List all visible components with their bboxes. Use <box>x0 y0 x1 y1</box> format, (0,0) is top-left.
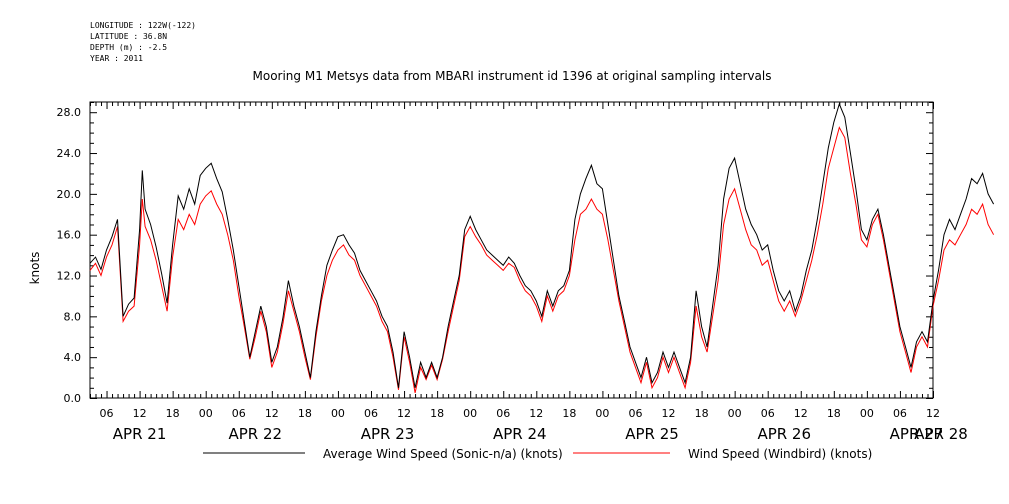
x-hour-label: 12 <box>397 407 411 420</box>
x-hour-label: 18 <box>695 407 709 420</box>
y-tick-label: 20.0 <box>57 188 82 201</box>
y-axis-label: knots <box>28 252 42 285</box>
x-hour-label: 18 <box>562 407 576 420</box>
x-hour-label: 06 <box>496 407 510 420</box>
x-hour-label: 06 <box>893 407 907 420</box>
x-hour-label: 00 <box>331 407 345 420</box>
y-tick-label: 24.0 <box>57 147 82 160</box>
depth-text: DEPTH (m) : -2.5 <box>90 43 168 52</box>
x-hour-label: 06 <box>364 407 378 420</box>
x-day-label: APR 24 <box>493 425 547 443</box>
x-hour-label: 18 <box>430 407 444 420</box>
series-line-windbird-wind-speed <box>89 126 995 394</box>
y-tick-label: 16.0 <box>57 229 82 242</box>
x-hour-label: 12 <box>529 407 543 420</box>
plot-frame <box>89 101 934 399</box>
y-tick-label: 8.0 <box>64 310 82 323</box>
x-hour-label: 06 <box>628 407 642 420</box>
latitude-text: LATITUDE : 36.8N <box>90 32 168 41</box>
x-hour-label: 12 <box>926 407 940 420</box>
x-day-label: APR 21 <box>113 425 167 443</box>
longitude-text: LONGITUDE : 122W(-122) <box>90 21 196 30</box>
x-hour-label: 12 <box>794 407 808 420</box>
x-hour-label: 06 <box>232 407 246 420</box>
y-tick-label: 12.0 <box>57 270 82 283</box>
metadata-block: LONGITUDE : 122W(-122) LATITUDE : 36.8N … <box>90 20 196 64</box>
year-text: YEAR : 2011 <box>90 54 143 63</box>
x-hour-label: 12 <box>662 407 676 420</box>
legend: Average Wind Speed (Sonic-n/a) (knots) W… <box>203 447 872 461</box>
series-line-average-wind-speed <box>89 102 995 388</box>
legend-label-average: Average Wind Speed (Sonic-n/a) (knots) <box>323 447 563 461</box>
legend-label-windbird: Wind Speed (Windbird) (knots) <box>688 447 872 461</box>
x-hour-label: 00 <box>199 407 213 420</box>
x-day-label: APR 27 <box>890 425 944 443</box>
x-hour-label: 00 <box>463 407 477 420</box>
x-day-label: APR 26 <box>757 425 811 443</box>
y-tick-label: 0.0 <box>64 392 82 405</box>
chart-title: Mooring M1 Metsys data from MBARI instru… <box>253 69 772 83</box>
x-day-label: APR 25 <box>625 425 679 443</box>
x-hour-label: 18 <box>827 407 841 420</box>
x-hour-label: 18 <box>166 407 180 420</box>
x-hour-label: 18 <box>298 407 312 420</box>
y-tick-label: 28.0 <box>57 106 82 119</box>
x-hour-label: 06 <box>761 407 775 420</box>
series-layer <box>89 102 995 394</box>
x-day-label: APR 23 <box>361 425 415 443</box>
x-hour-label: 00 <box>595 407 609 420</box>
x-day-label: APR 22 <box>228 425 282 443</box>
plot-axes: 0.0 4.0 8.0 12.0 16.0 20.0 24.0 28.0 06 12 18 00 06 1… <box>57 101 968 443</box>
x-hour-label: 00 <box>728 407 742 420</box>
x-hour-label: 00 <box>860 407 874 420</box>
x-day-label: APR 28 <box>914 425 968 443</box>
x-hour-label: 12 <box>133 407 147 420</box>
x-hour-label: 06 <box>100 407 114 420</box>
x-hour-label: 12 <box>265 407 279 420</box>
y-tick-label: 4.0 <box>64 351 82 364</box>
